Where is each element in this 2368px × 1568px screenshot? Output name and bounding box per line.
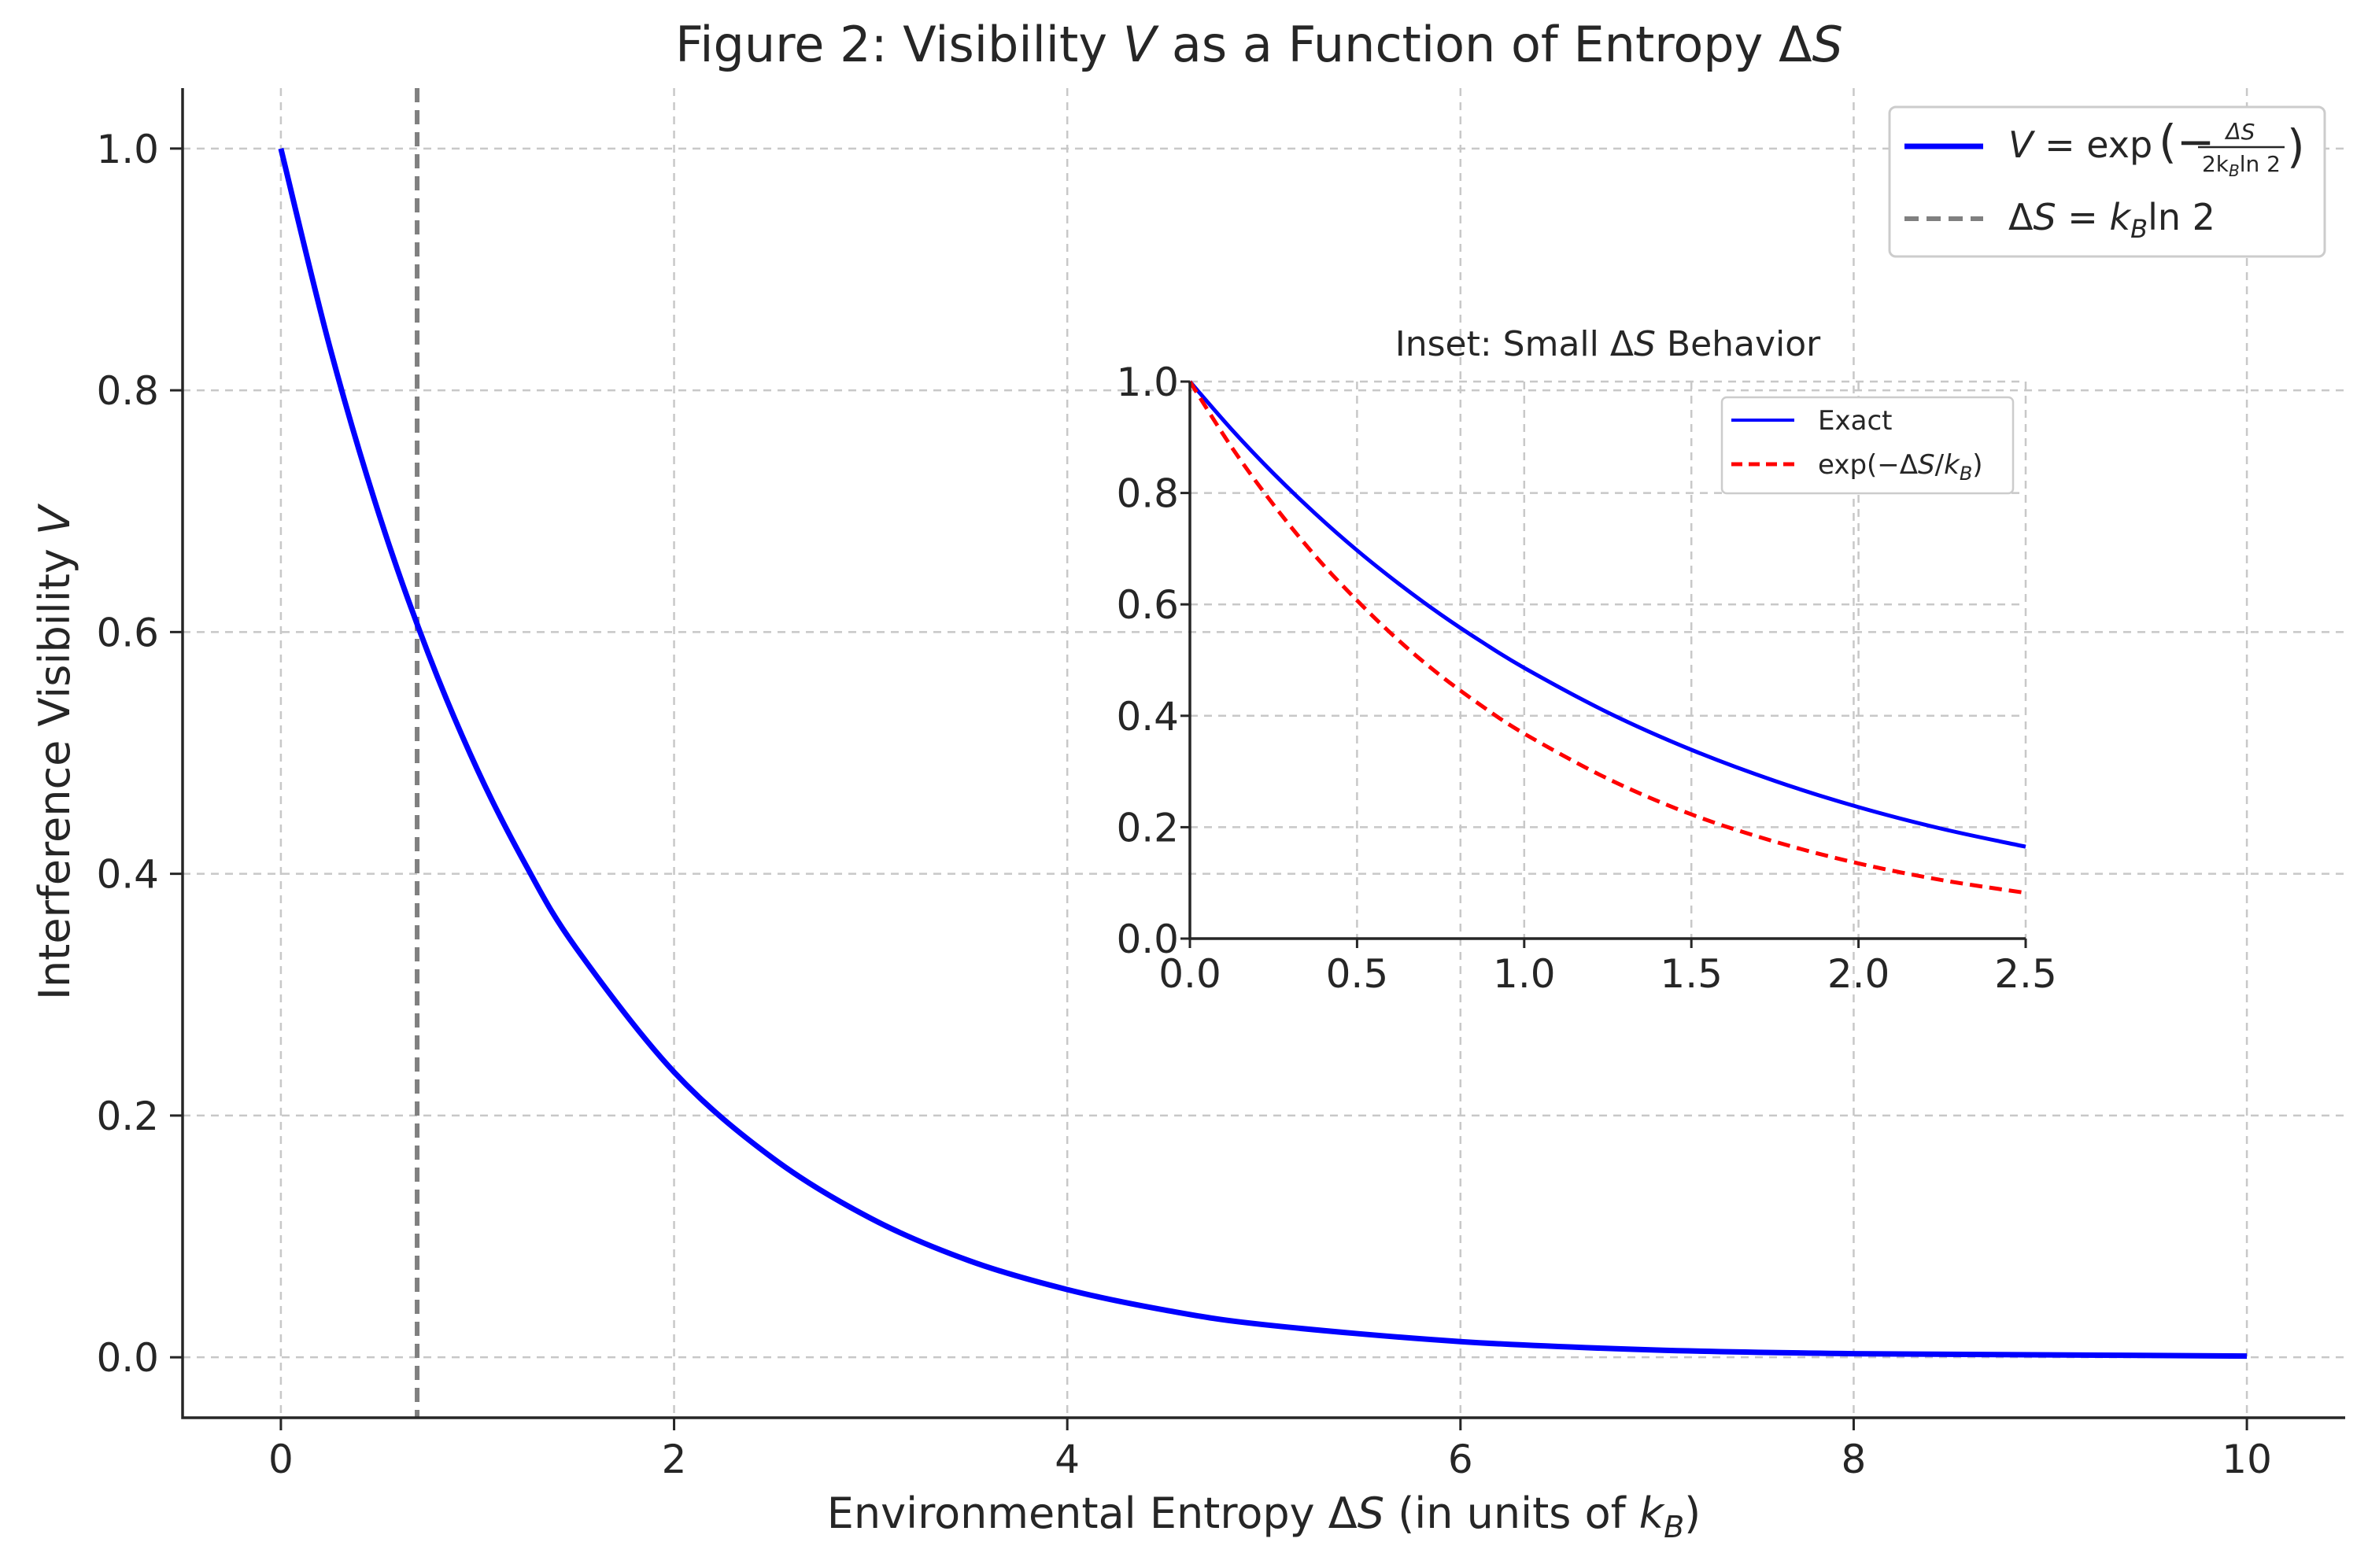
inset-x-tick-label: 1.5 — [1660, 951, 1723, 997]
main-x-tick-label: 2 — [662, 1437, 687, 1482]
main-legend-entry-curve: V = exp (− — [2008, 115, 2215, 168]
main-x-tick-label: 0 — [268, 1437, 294, 1482]
inset-series-line-1 — [1188, 380, 2026, 849]
inset-y-tick-label: 1.0 — [1116, 360, 1179, 405]
main-chart-title: Figure 2: Visibility V as a Function of … — [675, 16, 1843, 73]
main-legend-frame — [1888, 105, 2326, 258]
inset-legend-entry-exact: Exact — [1818, 405, 1892, 437]
main-legend-close-paren: ) — [2287, 120, 2305, 173]
main-chart: Figure 2: Visibility V as a Function of … — [30, 16, 2345, 1544]
main-axis-ticks: 0 2 4 6 8 10 0.0 0.2 0.4 0.6 0.8 1.0 — [96, 127, 2271, 1482]
main-y-tick-label: 0.4 — [96, 852, 159, 898]
inset-x-tick-label: 0.5 — [1326, 951, 1389, 997]
main-legend: V = exp (− ΔS 2kBln 2 ) ΔS = kBln 2 — [1888, 105, 2326, 258]
inset-y-tick-label: 0.8 — [1116, 471, 1179, 517]
main-plot-area — [278, 88, 2248, 1418]
inset-y-tick-label: 0.2 — [1116, 805, 1179, 850]
main-x-axis-label: Environmental Entropy ΔS (in units of kB… — [827, 1489, 1701, 1544]
main-legend-fraction-numerator: ΔS — [2225, 119, 2255, 145]
main-grid — [183, 88, 2345, 1418]
main-x-tick-label: 4 — [1055, 1437, 1080, 1482]
inset-chart: Inset: Small ΔS Behavior 0.0 0.5 1.0 1.5 2.0… — [1116, 324, 2056, 997]
inset-x-tick-label: 1.0 — [1493, 951, 1556, 997]
inset-legend: Exact exp(−ΔS/kB) — [1720, 396, 2015, 495]
inset-chart-title: Inset: Small ΔS Behavior — [1395, 324, 1821, 364]
main-x-tick-label: 8 — [1842, 1437, 1867, 1482]
inset-y-tick-label: 0.4 — [1116, 694, 1179, 740]
inset-plot-area — [1188, 380, 2026, 895]
main-legend-entry-vline: ΔS = kBln 2 — [2008, 196, 2215, 244]
inset-axis-ticks: 0.0 0.5 1.0 1.5 2.0 2.5 0.0 0.2 0.4 0.6 0.8 1.0 — [1116, 360, 2056, 997]
main-y-tick-label: 0.6 — [96, 610, 159, 655]
inset-y-tick-label: 0.0 — [1116, 917, 1179, 962]
main-y-tick-label: 0.2 — [96, 1094, 159, 1139]
inset-x-tick-label: 2.0 — [1827, 951, 1890, 997]
inset-legend-frame — [1720, 396, 2015, 495]
main-x-tick-label: 6 — [1448, 1437, 1473, 1482]
main-axis-spines — [181, 88, 2345, 1419]
main-y-tick-label: 0.0 — [96, 1335, 159, 1381]
main-y-axis-label: Interference Visibility V — [30, 503, 79, 1000]
inset-x-tick-label: 0.0 — [1158, 951, 1221, 997]
inset-y-tick-label: 0.6 — [1116, 582, 1179, 628]
main-series-line-1 — [278, 147, 2248, 1360]
main-x-tick-label: 10 — [2222, 1437, 2272, 1482]
inset-series-line-2 — [1188, 380, 2026, 895]
main-legend-fraction-denominator: 2kBln 2 — [2202, 151, 2281, 180]
main-y-tick-label: 1.0 — [96, 127, 159, 172]
main-y-tick-label: 0.8 — [96, 368, 159, 414]
inset-legend-entry-approx: exp(−ΔS/kB) — [1818, 449, 1983, 485]
inset-x-tick-label: 2.5 — [1994, 951, 2057, 997]
